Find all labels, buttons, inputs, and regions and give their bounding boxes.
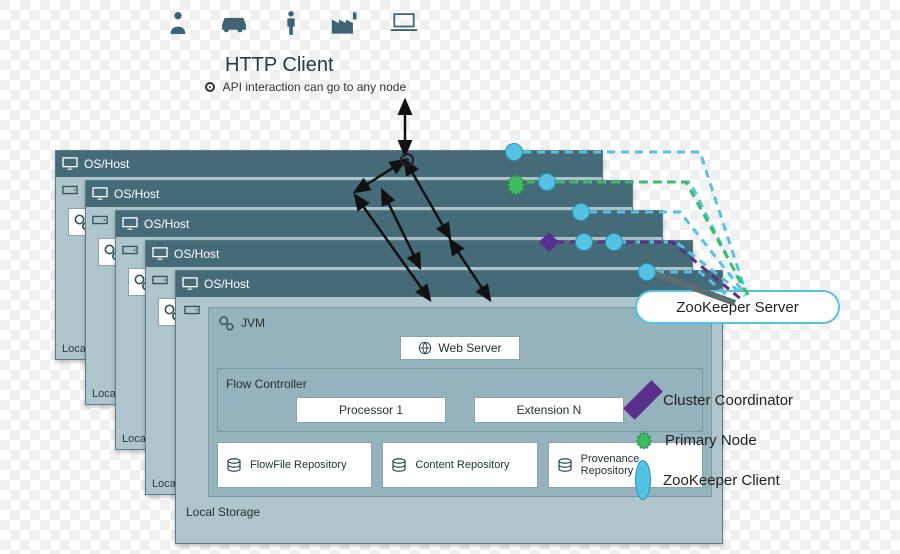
flow-label: Flow Controller — [226, 377, 694, 391]
target-icon — [205, 82, 215, 92]
processor-box: Processor 1 — [296, 397, 446, 423]
gear-icon — [217, 314, 235, 332]
extension-box: Extension N — [474, 397, 624, 423]
zookeeper-client-marker — [538, 173, 556, 191]
api-target-marker — [400, 153, 414, 167]
local-storage-label: Local Storage — [186, 505, 712, 519]
zookeeper-client-marker — [638, 263, 656, 281]
laptop-icon — [389, 10, 419, 36]
disk-icon — [62, 183, 78, 197]
monitor-icon — [62, 157, 78, 171]
globe-icon — [418, 341, 432, 355]
subtitle-text: API interaction can go to any node — [223, 80, 406, 94]
zookeeper-client-marker — [575, 233, 593, 251]
repo-row: FlowFile Repository Content Repository P… — [217, 442, 703, 488]
pedestrian-icon — [280, 10, 302, 36]
content-repo: Content Repository — [382, 442, 537, 488]
primary-node-marker — [505, 173, 527, 200]
client-icons-row — [155, 10, 431, 41]
web-server-box: Web Server — [400, 336, 520, 360]
zookeeper-server: ZooKeeper Server — [635, 290, 840, 324]
monitor-icon — [182, 277, 198, 291]
zookeeper-client-marker — [572, 203, 590, 221]
database-icon — [557, 457, 573, 473]
database-icon — [391, 457, 407, 473]
legend-primary: Primary Node — [635, 420, 793, 460]
factory-icon — [330, 10, 360, 36]
jvm-label: JVM — [217, 314, 703, 332]
circle-icon — [635, 460, 651, 500]
car-icon — [217, 10, 251, 36]
database-icon — [226, 457, 242, 473]
legend-coordinator: Cluster Coordinator — [635, 380, 793, 420]
legend: Cluster Coordinator Primary Node ZooKeep… — [635, 380, 793, 500]
burst-icon — [635, 431, 653, 449]
http-client-subtitle: API interaction can go to any node — [205, 80, 406, 94]
zookeeper-client-marker — [505, 143, 523, 161]
zookeeper-client-marker — [605, 233, 623, 251]
legend-client: ZooKeeper Client — [635, 460, 793, 500]
disk-icon — [184, 303, 200, 317]
person-icon — [167, 10, 189, 36]
http-client-title: HTTP Client — [225, 54, 334, 77]
flowfile-repo: FlowFile Repository — [217, 442, 372, 488]
